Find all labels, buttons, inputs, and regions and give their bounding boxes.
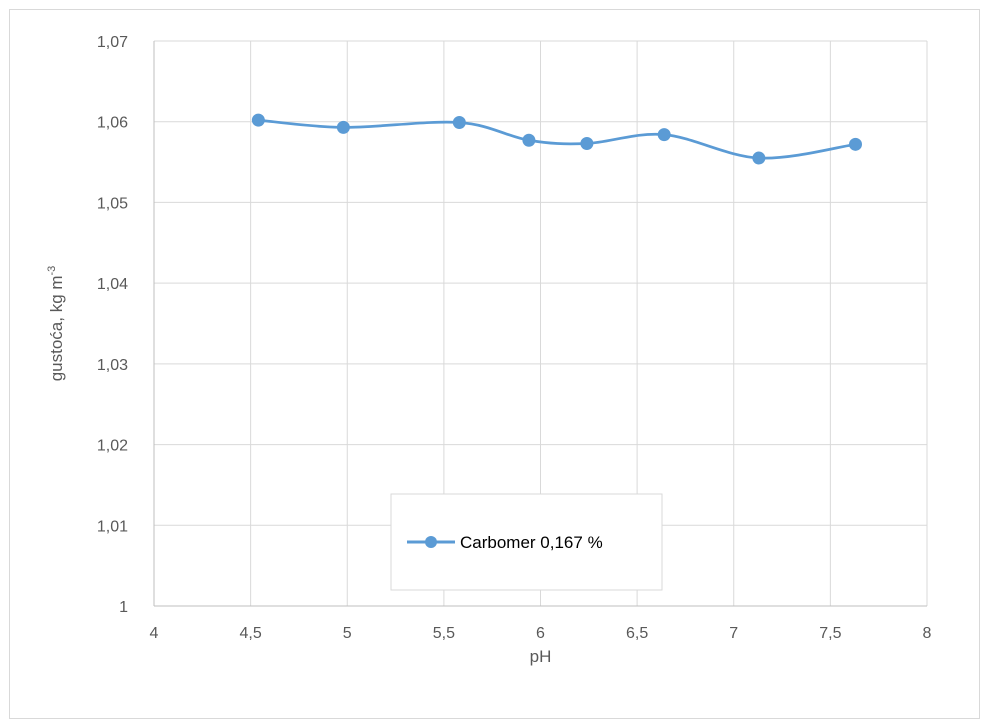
data-point bbox=[848, 137, 862, 151]
data-point bbox=[251, 113, 265, 127]
y-tick-label: 1 bbox=[119, 599, 128, 616]
y-tick-label: 1,05 bbox=[97, 195, 128, 212]
x-tick-label: 6 bbox=[536, 625, 545, 642]
y-axis-title: gustoća, kg m-3 bbox=[46, 266, 66, 382]
y-tick-label: 1,01 bbox=[97, 518, 128, 535]
axes: 1 1,01 1,02 1,03 1,04 1,05 1,06 1,07 4 4,5 5 5,5 6 6,… bbox=[97, 34, 932, 642]
x-tick-label: 5 bbox=[343, 625, 352, 642]
chart-area: 1 1,01 1,02 1,03 1,04 1,05 1,06 1,07 4 4,5 5 5,5 6 6,… bbox=[9, 9, 980, 719]
x-tick-label: 6,5 bbox=[626, 625, 648, 642]
y-tick-label: 1,02 bbox=[97, 438, 128, 455]
x-tick-label: 5,5 bbox=[433, 625, 455, 642]
x-tick-label: 8 bbox=[923, 625, 932, 642]
x-tick-label: 7,5 bbox=[819, 625, 841, 642]
legend-label: Carbomer 0,167 % bbox=[460, 533, 603, 552]
x-tick-label: 7 bbox=[729, 625, 738, 642]
legend: Carbomer 0,167 % bbox=[390, 493, 663, 591]
y-tick-label: 1,06 bbox=[97, 115, 128, 132]
data-point bbox=[522, 133, 536, 147]
data-point bbox=[336, 120, 350, 134]
data-point bbox=[580, 137, 594, 151]
legend-point-marker bbox=[425, 536, 437, 548]
y-axis-title-text: gustoća, kg m bbox=[47, 275, 66, 381]
y-tick-label: 1,03 bbox=[97, 357, 128, 374]
data-point bbox=[752, 151, 766, 165]
y-tick-label: 1,07 bbox=[97, 34, 128, 51]
y-axis-title-superscript: -3 bbox=[46, 266, 58, 276]
x-axis-title: pH bbox=[530, 647, 552, 666]
data-point bbox=[452, 116, 466, 130]
data-point bbox=[657, 128, 671, 142]
x-tick-label: 4,5 bbox=[240, 625, 262, 642]
y-tick-label: 1,04 bbox=[97, 276, 128, 293]
data-series bbox=[251, 113, 862, 165]
line-chart: 1 1,01 1,02 1,03 1,04 1,05 1,06 1,07 4 4,5 5 5,5 6 6,… bbox=[46, 34, 932, 666]
x-tick-label: 4 bbox=[150, 625, 159, 642]
